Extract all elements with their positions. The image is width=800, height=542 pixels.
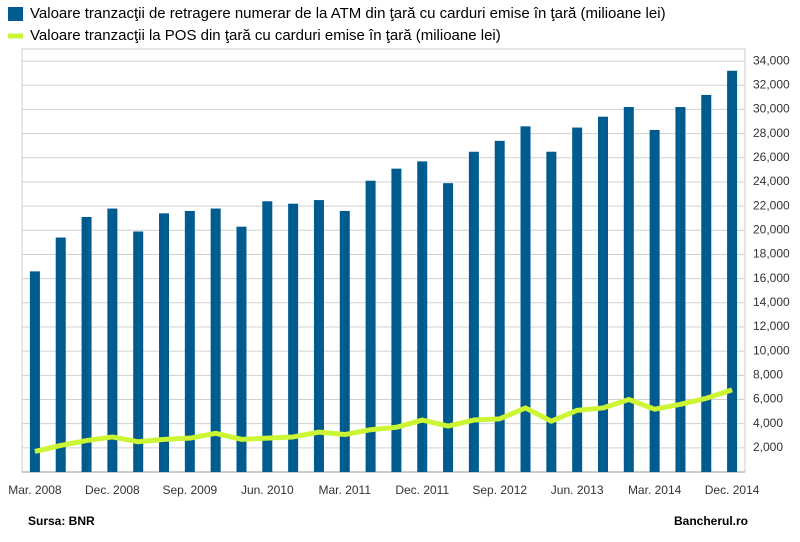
bar	[417, 161, 428, 472]
y-tick-label: 18,000	[753, 247, 790, 261]
y-tick-label: 2,000	[753, 440, 783, 454]
y-tick-label: 22,000	[753, 198, 790, 212]
bar	[210, 208, 221, 472]
bar	[339, 210, 350, 472]
plot-area	[21, 48, 746, 473]
bar	[236, 226, 247, 472]
bar	[727, 70, 738, 473]
x-tick-label: Dec. 2014	[705, 483, 760, 497]
x-tick-label: Mar. 2011	[319, 483, 372, 497]
bar	[365, 180, 376, 472]
y-tick-label: 16,000	[753, 271, 790, 285]
x-tick-label: Jun. 2013	[551, 483, 604, 497]
y-tick-label: 34,000	[753, 53, 790, 67]
line	[34, 387, 733, 454]
bar	[288, 203, 299, 472]
bar	[107, 208, 118, 472]
bar	[262, 201, 273, 472]
bar	[597, 116, 608, 473]
bar	[675, 107, 686, 473]
x-tick-label: Jun. 2010	[241, 483, 294, 497]
bar	[649, 129, 660, 472]
y-tick-label: 28,000	[753, 126, 790, 140]
bar	[29, 271, 40, 472]
y-tick-label: 14,000	[753, 295, 790, 309]
credit: Bancherul.ro	[674, 514, 748, 528]
bar	[443, 183, 454, 472]
y-tick-label: 12,000	[753, 319, 790, 333]
x-tick-label: Dec. 2011	[395, 483, 449, 497]
legend-label: Valoare tranzacţii la POS din ţară cu ca…	[30, 27, 501, 44]
bar	[184, 210, 195, 472]
bar	[623, 107, 634, 473]
bar	[546, 151, 557, 472]
bar	[133, 231, 144, 472]
legend-swatch	[8, 7, 23, 21]
bar	[468, 151, 479, 472]
x-tick-label: Sep. 2009	[162, 483, 217, 497]
source: Sursa: BNR	[28, 514, 95, 528]
bar	[520, 126, 531, 472]
y-tick-label: 6,000	[753, 392, 783, 406]
y-tick-label: 24,000	[753, 174, 790, 188]
bar	[701, 94, 712, 472]
bar	[55, 237, 66, 472]
y-tick-label: 26,000	[753, 150, 790, 164]
y-tick-label: 4,000	[753, 416, 783, 430]
legend-label: Valoare tranzacţii de retragere numerar …	[30, 5, 666, 22]
bar	[494, 140, 505, 472]
y-tick-label: 32,000	[753, 77, 790, 91]
y-tick-label: 20,000	[753, 222, 790, 236]
x-tick-label: Mar. 2014	[628, 483, 682, 497]
y-tick-label: 30,000	[753, 102, 790, 116]
y-tick-label: 10,000	[753, 343, 790, 357]
y-tick-label: 8,000	[753, 367, 783, 381]
bar	[81, 216, 92, 472]
bar	[391, 168, 402, 473]
bar	[572, 127, 583, 473]
x-tick-label: Sep. 2012	[472, 483, 527, 497]
x-tick-label: Dec. 2008	[85, 483, 140, 497]
bar	[159, 213, 170, 472]
bar	[313, 200, 324, 473]
x-tick-label: Mar. 2008	[8, 483, 62, 497]
